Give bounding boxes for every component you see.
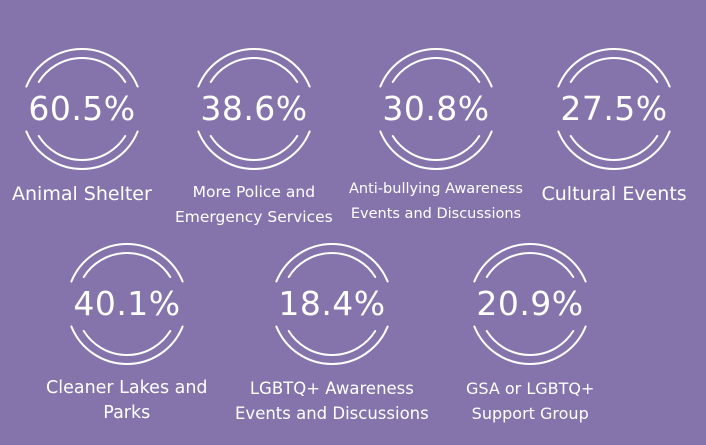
stat-value-4: 27.5%	[560, 89, 668, 128]
ring-arc-5-bottom-inner	[82, 330, 172, 357]
stat-label-3-line-1: Anti-bullying Awareness	[349, 181, 523, 197]
stat-label-1: Animal Shelter	[12, 182, 152, 207]
stat-label-5-line-2: Parks	[103, 403, 151, 423]
ring-arc-7-bottom-outer	[473, 325, 587, 365]
ring-arc-3-top-outer	[379, 48, 493, 88]
stat-value-3: 30.8%	[382, 89, 490, 128]
stat-label-5-line-1: Cleaner Lakes and	[46, 378, 208, 398]
ring-arc-4-top-outer	[557, 48, 671, 88]
ring-arc-4-top-inner	[569, 56, 659, 83]
stat-label-2: More Police and Emergency Services	[175, 180, 333, 230]
ring-arc-6-bottom-outer	[275, 325, 389, 365]
ring-arc-6-top-inner	[287, 251, 377, 278]
stat-value-5: 40.1%	[73, 284, 181, 323]
stat-label-2-line-1: More Police and	[192, 183, 316, 201]
ring-arc-2-bottom-inner	[209, 135, 299, 162]
ring-arc-5-top-outer	[70, 243, 184, 283]
ring-arc-1-bottom-inner	[37, 135, 127, 162]
ring-arc-6-bottom-inner	[287, 330, 377, 357]
stat-label-6-line-2: Events and Discussions	[235, 404, 429, 423]
ring-arc-3-top-inner	[391, 56, 481, 83]
ring-arc-6-top-outer	[275, 243, 389, 283]
stat-label-4-line-1: Cultural Events	[541, 183, 687, 205]
ring-arc-5-top-inner	[82, 251, 172, 278]
stat-label-3: Anti-bullying Awareness Events and Discu…	[349, 177, 523, 227]
ring-arc-2-top-outer	[197, 48, 311, 88]
ring-arc-2-bottom-outer	[197, 130, 311, 170]
stat-label-3-line-2: Events and Discussions	[350, 206, 522, 222]
stat-label-6-line-1: LGBTQ+ Awareness	[249, 379, 414, 398]
ring-arc-3-bottom-inner	[391, 135, 481, 162]
stat-label-4: Cultural Events	[542, 182, 687, 207]
stat-label-7-line-1: GSA or LGBTQ+	[466, 379, 595, 398]
ring-arc-4-bottom-outer	[557, 130, 671, 170]
ring-arc-4-bottom-inner	[569, 135, 659, 162]
stat-value-7: 20.9%	[476, 284, 584, 323]
stat-label-6: LGBTQ+ Awareness Events and Discussions	[235, 376, 429, 426]
stat-label-2-line-2: Emergency Services	[175, 208, 333, 226]
stat-label-7: GSA or LGBTQ+ Support Group	[466, 376, 594, 426]
ring-arc-1-top-outer	[25, 48, 139, 88]
stat-value-6: 18.4%	[278, 284, 386, 323]
ring-arc-2-top-inner	[209, 56, 299, 83]
ring-arc-7-bottom-inner	[485, 330, 575, 357]
stat-label-7-line-2: Support Group	[471, 404, 589, 423]
ring-arc-1-top-inner	[37, 56, 127, 83]
stat-value-1: 60.5%	[28, 89, 136, 128]
stat-label-1-line-1: Animal Shelter	[12, 183, 152, 205]
stat-value-2: 38.6%	[200, 89, 308, 128]
ring-arc-7-top-outer	[473, 243, 587, 283]
stat-label-5: Cleaner Lakes and Parks	[46, 376, 208, 426]
ring-arc-5-bottom-outer	[70, 325, 184, 365]
ring-arc-1-bottom-outer	[25, 130, 139, 170]
ring-arc-7-top-inner	[485, 251, 575, 278]
ring-arc-3-bottom-outer	[379, 130, 493, 170]
